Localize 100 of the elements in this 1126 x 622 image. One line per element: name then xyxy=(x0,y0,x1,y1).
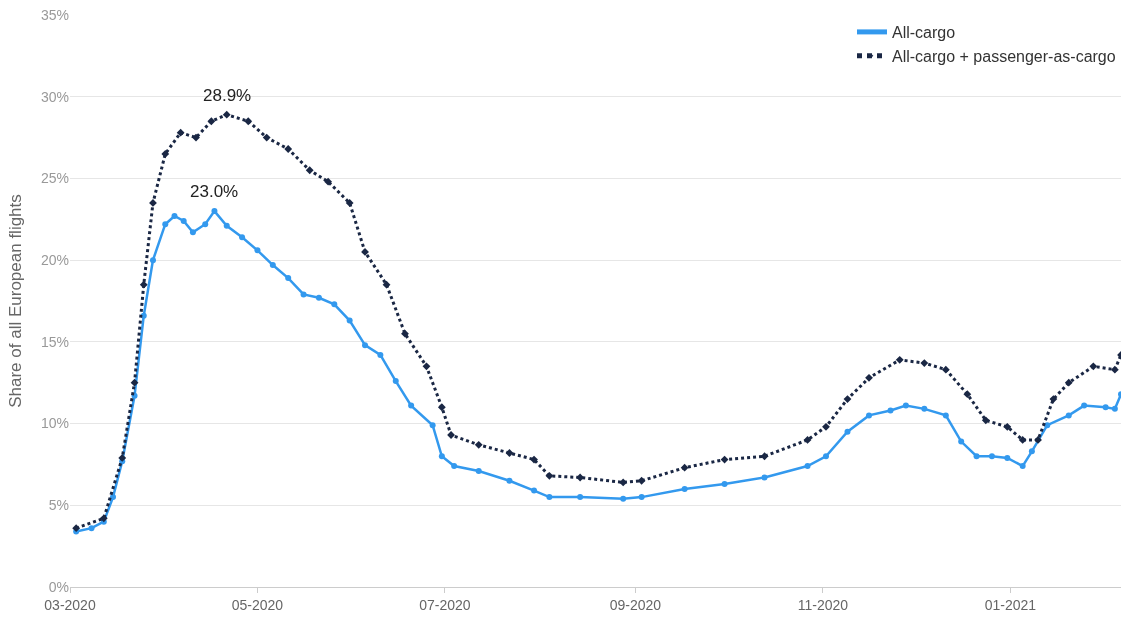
point xyxy=(139,280,148,289)
point xyxy=(981,416,990,425)
point xyxy=(244,117,253,126)
point xyxy=(973,453,980,460)
point xyxy=(262,133,271,142)
point xyxy=(207,117,216,126)
point xyxy=(408,402,415,409)
point xyxy=(161,150,170,158)
x-tick-label: 05-2020 xyxy=(231,596,284,613)
y-tick-label: 15% xyxy=(40,333,69,350)
point xyxy=(171,213,178,220)
point xyxy=(180,217,187,224)
point xyxy=(506,477,513,484)
point xyxy=(437,403,446,412)
point xyxy=(637,476,646,485)
point xyxy=(99,514,108,523)
point xyxy=(1049,395,1058,403)
point xyxy=(941,365,950,374)
point xyxy=(681,485,688,492)
point xyxy=(619,478,628,487)
point xyxy=(760,452,769,461)
point xyxy=(921,405,928,412)
point xyxy=(300,291,307,298)
point xyxy=(176,128,185,137)
x-tick-label: 03-2020 xyxy=(44,596,96,613)
point xyxy=(761,474,768,481)
point xyxy=(721,481,728,488)
point xyxy=(1044,422,1051,429)
point xyxy=(474,440,483,449)
point xyxy=(1004,454,1011,461)
point xyxy=(149,257,156,264)
point xyxy=(803,436,812,444)
point xyxy=(438,453,445,460)
point xyxy=(576,473,585,482)
point xyxy=(942,412,949,419)
point xyxy=(844,428,851,435)
point xyxy=(920,359,929,367)
point xyxy=(1110,365,1119,374)
point xyxy=(1034,436,1042,444)
point xyxy=(202,221,209,228)
point xyxy=(345,199,354,207)
point xyxy=(162,221,169,228)
point xyxy=(362,342,369,349)
point xyxy=(546,494,553,501)
point xyxy=(958,438,965,445)
point xyxy=(451,463,458,470)
point xyxy=(331,301,338,308)
annotation: 28.9% xyxy=(203,86,252,105)
point xyxy=(192,133,200,142)
legend-label: All-cargo + passenger-as-cargo xyxy=(892,47,1116,65)
legend-label: All-cargo xyxy=(892,24,956,42)
point xyxy=(866,412,873,419)
point xyxy=(530,455,538,464)
y-tick-label: 30% xyxy=(40,88,69,105)
point xyxy=(382,280,391,289)
point xyxy=(822,422,830,431)
point xyxy=(1064,378,1073,387)
point xyxy=(284,145,293,153)
point xyxy=(324,177,333,186)
point xyxy=(223,222,230,229)
y-tick-label: 20% xyxy=(40,252,69,269)
point xyxy=(1028,448,1035,455)
point xyxy=(865,373,873,382)
point xyxy=(239,234,246,241)
y-tick-label: 5% xyxy=(48,497,69,514)
x-tick-label: 01-2021 xyxy=(984,596,1037,613)
point xyxy=(422,362,431,371)
point xyxy=(189,229,196,236)
point xyxy=(988,453,995,460)
point xyxy=(531,487,538,494)
point xyxy=(1003,422,1012,431)
y-tick-label: 25% xyxy=(40,170,69,187)
point xyxy=(130,378,139,387)
point xyxy=(804,463,811,470)
point xyxy=(843,395,852,403)
point xyxy=(822,453,829,460)
point xyxy=(305,166,314,175)
point xyxy=(680,463,689,472)
point xyxy=(577,494,584,501)
point xyxy=(1018,436,1027,444)
point xyxy=(392,378,399,385)
point xyxy=(222,110,231,119)
point xyxy=(1019,463,1026,470)
y-axis-title: Share of all European flights xyxy=(5,194,25,408)
x-tick-label: 09-2020 xyxy=(609,596,662,613)
x-tick-label: 11-2020 xyxy=(797,596,849,613)
x-tick-label: 07-2020 xyxy=(419,596,471,613)
y-tick-label: 10% xyxy=(40,415,69,432)
point xyxy=(1111,405,1118,412)
point xyxy=(429,422,436,429)
point xyxy=(377,351,384,358)
point xyxy=(620,495,627,502)
point xyxy=(140,312,147,319)
point xyxy=(88,525,95,532)
point xyxy=(1065,412,1072,419)
y-tick-label: 35% xyxy=(40,6,69,23)
point xyxy=(1102,404,1109,411)
point xyxy=(1089,362,1098,371)
point xyxy=(110,494,117,501)
point xyxy=(895,355,904,364)
